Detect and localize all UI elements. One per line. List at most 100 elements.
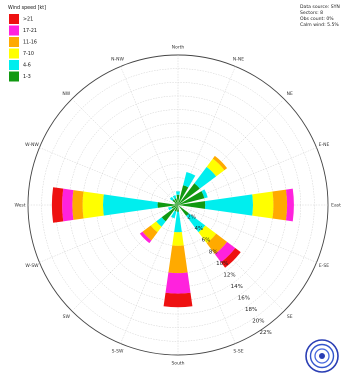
direction-label: W-NW <box>25 142 39 148</box>
legend-label: 17-21 <box>23 28 37 34</box>
chart-labels: North N-NE NE E-NE East E-SE SE S-SE South S-SW SW… <box>14 45 341 367</box>
wedge-segment <box>178 183 200 205</box>
logo-dot <box>319 353 325 359</box>
wedge-segment <box>177 205 179 212</box>
legend-label: 7-10 <box>23 51 34 57</box>
wedge-segment <box>252 191 274 219</box>
ring-label: 10% <box>216 261 228 267</box>
direction-label: NE <box>287 91 293 97</box>
legend-label: 1-3 <box>23 74 31 80</box>
wedge-segment <box>172 195 177 200</box>
wedge-segment <box>178 191 205 205</box>
wedge-segment <box>157 202 178 208</box>
legend-swatch <box>9 25 19 36</box>
wedge-segment <box>212 155 228 171</box>
logo-ring-outer <box>305 339 339 373</box>
legend-swatch <box>9 14 19 24</box>
wedge-segment <box>206 158 225 177</box>
legend-label: 11-16 <box>23 40 37 46</box>
wedge-segment <box>168 206 173 211</box>
grid-spoke <box>177 204 236 344</box>
info-line-3: Calm wind: 5.5% <box>300 22 339 28</box>
legend-title: Wind speed [kt] <box>8 5 46 11</box>
ring-label: 4% <box>194 226 203 232</box>
wedge-segment <box>142 225 158 241</box>
legend-label: >21 <box>23 17 33 23</box>
direction-label: S-SW <box>112 348 124 354</box>
wedge-segment <box>171 205 178 209</box>
grid-spoke <box>71 98 179 206</box>
info-line-1: Sectors: 8 <box>300 10 323 16</box>
direction-label: N-NW <box>111 57 124 63</box>
wedge-segment <box>220 247 241 268</box>
direction-label: South <box>171 361 184 367</box>
wedge-segment <box>168 245 188 274</box>
wedge-segment <box>174 198 178 205</box>
direction-label: W-SW <box>25 263 39 269</box>
grid-spoke <box>120 66 179 206</box>
wedge-segment <box>165 272 191 294</box>
ring-label: 12% <box>223 272 235 278</box>
ring-label: 16% <box>238 296 250 302</box>
direction-label: E-SE <box>319 263 329 269</box>
wedge-segment <box>171 210 177 219</box>
wedge-segment <box>174 211 182 233</box>
wedge-segment <box>201 189 208 199</box>
logo-ring-inner <box>314 348 330 364</box>
wedge-segment <box>186 213 206 233</box>
wedge-segment <box>169 196 174 201</box>
wedge-segment <box>272 189 288 221</box>
grid-spoke <box>39 147 179 206</box>
ring-label: 8% <box>209 249 218 255</box>
wedge-segment <box>194 166 217 189</box>
wedge-segment <box>156 217 166 227</box>
chart-bars <box>51 155 294 308</box>
wedge-segment <box>178 201 206 209</box>
direction-label: E-NE <box>319 142 330 148</box>
wedge-segment <box>51 187 64 223</box>
direction-label: NW <box>62 91 70 97</box>
legend-swatch <box>9 71 19 82</box>
wedge-segment <box>178 185 189 205</box>
ring-label: 14% <box>231 284 243 290</box>
direction-label: East <box>331 203 341 209</box>
ring-label: 2% <box>187 215 196 221</box>
wedge-segment <box>174 205 178 212</box>
direction-label: West <box>14 203 25 209</box>
wedge-segment <box>163 292 193 308</box>
info-box: Data source: SYN Sectors: 8 Obs count: 0… <box>300 4 340 28</box>
wedge-segment <box>174 203 178 205</box>
grid-spoke <box>120 204 179 344</box>
wedge-segment <box>176 191 180 195</box>
wedge-segment <box>103 194 158 216</box>
info-line-0: Data source: SYN <box>300 4 340 10</box>
ring-label: 22% <box>259 330 271 336</box>
wedge-segment <box>183 171 196 188</box>
legend: Wind speed [kt] >21 17-21 11-16 7-10 4-6 1-3 <box>8 5 46 82</box>
info-line-2: Obs count: 0% <box>300 16 334 22</box>
wedge-segment <box>178 205 189 216</box>
wedge-segment <box>176 194 180 205</box>
wedge-segment <box>214 241 236 263</box>
wedge-segment <box>286 188 294 222</box>
wedge-segment <box>161 205 178 222</box>
wedge-segment <box>206 233 228 255</box>
legend-label: 4-6 <box>23 63 31 69</box>
wedge-segment <box>62 188 74 222</box>
ring-label: 18% <box>245 307 257 313</box>
grid-spoke <box>39 204 179 263</box>
wedge-segment <box>205 194 253 216</box>
legend-swatch <box>9 48 19 59</box>
grid-spoke <box>177 204 317 263</box>
direction-label: SE <box>287 314 293 320</box>
direction-label: SW <box>63 314 71 320</box>
logo <box>305 339 339 373</box>
direction-label: North <box>172 45 185 51</box>
wedge-segment <box>139 231 152 244</box>
legend-swatch <box>9 60 19 70</box>
legend-swatch <box>9 37 19 47</box>
logo-ring-mid <box>309 343 335 369</box>
wedge-segment <box>172 199 178 205</box>
wedge-segment <box>172 232 184 246</box>
